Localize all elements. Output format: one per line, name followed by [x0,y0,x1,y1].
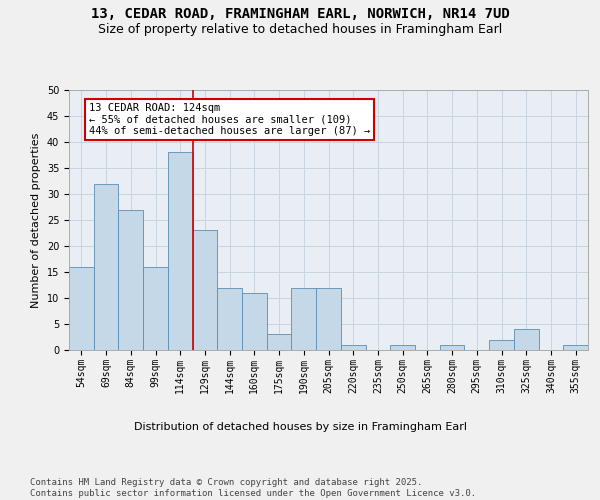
Bar [168,152,193,350]
Bar [94,184,118,350]
Bar [514,329,539,350]
Bar [143,267,168,350]
Text: 13, CEDAR ROAD, FRAMINGHAM EARL, NORWICH, NR14 7UD: 13, CEDAR ROAD, FRAMINGHAM EARL, NORWICH… [91,8,509,22]
Bar [69,267,94,350]
Text: 13 CEDAR ROAD: 124sqm
← 55% of detached houses are smaller (109)
44% of semi-det: 13 CEDAR ROAD: 124sqm ← 55% of detached … [89,103,370,136]
Text: Distribution of detached houses by size in Framingham Earl: Distribution of detached houses by size … [133,422,467,432]
Bar [489,340,514,350]
Bar [118,210,143,350]
Bar [242,293,267,350]
Bar [193,230,217,350]
Bar [292,288,316,350]
Bar [267,334,292,350]
Bar [440,345,464,350]
Bar [341,345,365,350]
Bar [390,345,415,350]
Text: Contains HM Land Registry data © Crown copyright and database right 2025.
Contai: Contains HM Land Registry data © Crown c… [30,478,476,498]
Text: Size of property relative to detached houses in Framingham Earl: Size of property relative to detached ho… [98,22,502,36]
Y-axis label: Number of detached properties: Number of detached properties [31,132,41,308]
Bar [563,345,588,350]
Bar [217,288,242,350]
Bar [316,288,341,350]
